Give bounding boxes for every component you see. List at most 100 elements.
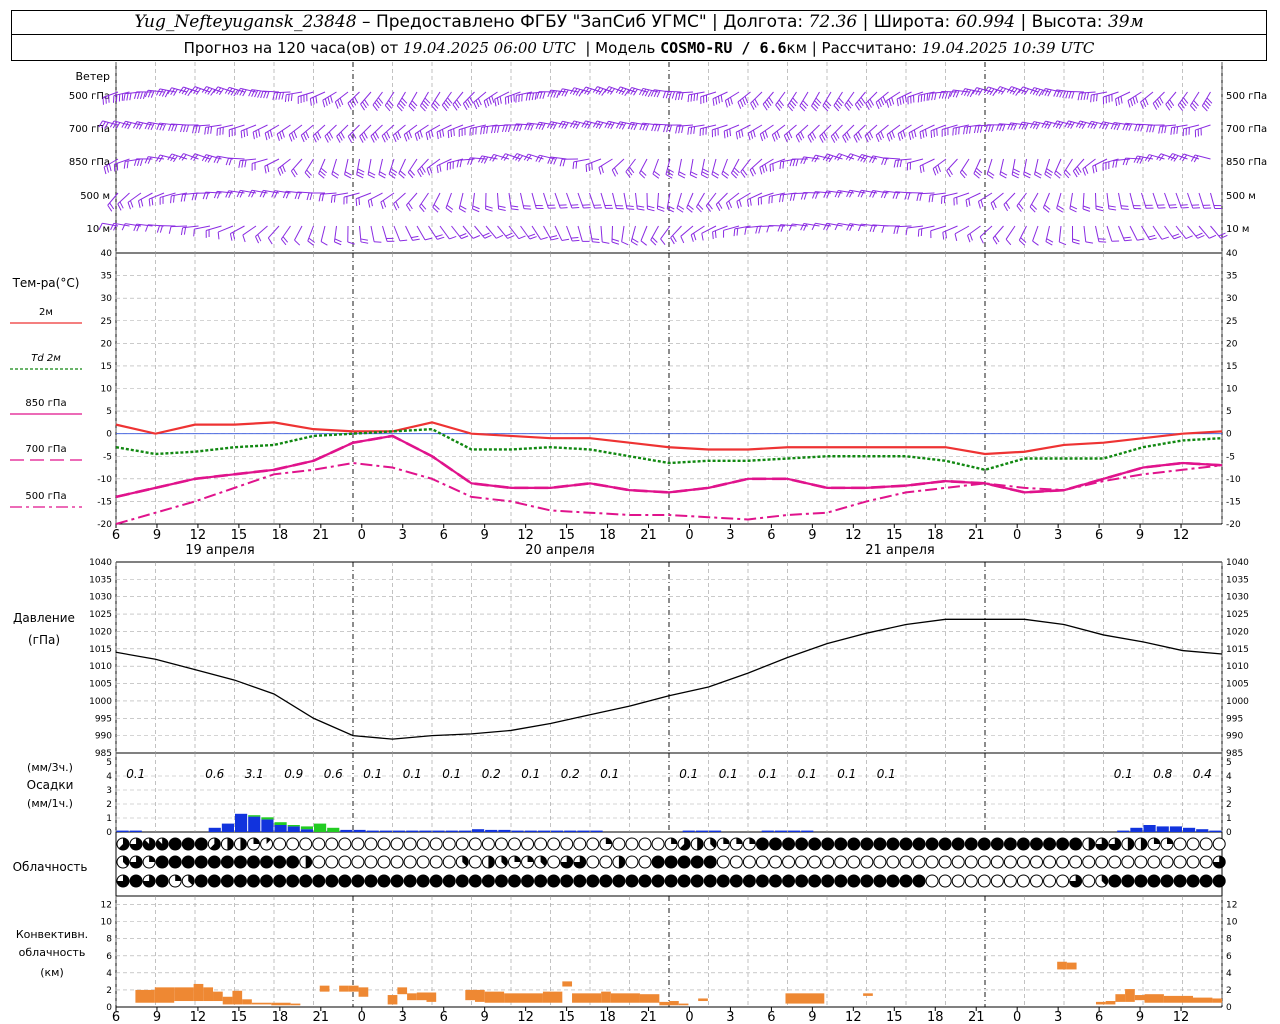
wind-barb-feather bbox=[1159, 154, 1165, 161]
wind-barb-feather bbox=[656, 90, 661, 98]
wind-barb-feather bbox=[869, 155, 874, 163]
hour-label: 12 bbox=[517, 1010, 534, 1024]
wind-barb-feather bbox=[173, 89, 178, 96]
wind-barb-feather bbox=[204, 155, 210, 162]
wind-barb-feather bbox=[459, 159, 463, 168]
wind-barb-feather bbox=[849, 190, 854, 198]
cloud-circle bbox=[416, 855, 430, 869]
wind-barb-feather bbox=[788, 223, 793, 231]
wind-barb-feather bbox=[523, 153, 529, 161]
hour-label: 3 bbox=[726, 1010, 734, 1024]
wind-barb-feather bbox=[145, 224, 149, 232]
wind-barb bbox=[264, 158, 280, 167]
cloud-symbol bbox=[534, 874, 548, 888]
wind-barb-feather bbox=[902, 96, 905, 104]
cloud-circle bbox=[742, 855, 756, 869]
wind-barb-feather bbox=[319, 170, 326, 176]
wind-barb-feather bbox=[115, 122, 121, 129]
wind-barb-feather bbox=[624, 89, 630, 97]
wind-barb-feather bbox=[952, 90, 957, 98]
wind-barb-feather bbox=[775, 104, 781, 111]
wind-barb-feather bbox=[213, 155, 218, 163]
wind-barb-feather bbox=[294, 191, 299, 200]
wind-barb-feather bbox=[633, 123, 638, 131]
precip-bar bbox=[221, 823, 234, 832]
wind-barb bbox=[1029, 192, 1039, 208]
wind-barb-feather bbox=[133, 223, 138, 231]
cloud-circle bbox=[951, 855, 965, 869]
wind-barb-feather bbox=[592, 241, 600, 243]
wind-barb-feather bbox=[420, 105, 426, 112]
cloud-symbol bbox=[1147, 874, 1161, 888]
wind-barb-feather bbox=[837, 154, 843, 161]
wind-barb-feather bbox=[1130, 98, 1134, 107]
wind-barb-feather bbox=[857, 223, 862, 232]
cloud-symbol bbox=[1199, 874, 1213, 888]
cloud-symbol bbox=[508, 874, 521, 888]
wind-barb-feather bbox=[524, 122, 529, 130]
precip-sum-label: 0.1 bbox=[719, 767, 738, 781]
wind-barb-feather bbox=[896, 159, 900, 168]
wind-barb-feather bbox=[454, 101, 460, 109]
wind-barb-feather bbox=[913, 129, 917, 138]
wind-barb bbox=[600, 192, 607, 209]
cloud-fill bbox=[130, 856, 143, 868]
cloud-symbol bbox=[1056, 837, 1070, 851]
wind-barb-feather bbox=[255, 130, 258, 138]
wind-barb-feather bbox=[320, 241, 328, 246]
cloud-symbol bbox=[860, 855, 874, 869]
wind-barb-feather bbox=[631, 238, 639, 243]
wind-barb-feather bbox=[969, 233, 973, 241]
wind-barb-feather bbox=[787, 105, 794, 112]
wind-barb-feather bbox=[401, 97, 408, 104]
wind-barb-feather bbox=[248, 190, 253, 197]
cloud-fill bbox=[873, 875, 886, 887]
wind-barb bbox=[787, 91, 797, 106]
cloud-fill bbox=[188, 875, 195, 886]
cloud-symbol bbox=[690, 874, 704, 888]
temp-ytick: -20 bbox=[97, 520, 112, 530]
wind-barb bbox=[531, 192, 537, 209]
wind-barb-feather bbox=[571, 237, 579, 239]
cloud-symbol bbox=[1056, 874, 1070, 888]
wind-barb-feather bbox=[432, 206, 439, 213]
cloud-symbol bbox=[155, 874, 169, 888]
hour-label: 21 bbox=[640, 1010, 657, 1024]
wind-barb-feather bbox=[318, 173, 325, 179]
precip-bar bbox=[1130, 827, 1143, 832]
cloud-fill bbox=[952, 838, 965, 850]
temp-ytick: 25 bbox=[1226, 317, 1237, 327]
wind-barb-feather bbox=[1115, 98, 1118, 107]
pressure-ytick: 1015 bbox=[89, 645, 112, 655]
precip-bar bbox=[248, 816, 261, 832]
conv-ytick: 4 bbox=[106, 969, 112, 979]
wind-barb bbox=[1106, 225, 1113, 242]
wind-barb-feather bbox=[198, 125, 201, 133]
cloud-fill bbox=[514, 856, 521, 862]
wind-barb-feather bbox=[919, 193, 923, 201]
wind-barb-feather bbox=[180, 194, 184, 202]
hour-label: 12 bbox=[1173, 1010, 1190, 1024]
wind-barb-feather bbox=[559, 159, 563, 167]
cloud-symbol bbox=[377, 855, 391, 869]
wind-barb-feather bbox=[243, 129, 246, 138]
cloud-symbol bbox=[1199, 837, 1213, 851]
conv-cloud-bar bbox=[1193, 997, 1213, 1003]
cloud-circle bbox=[1160, 855, 1174, 869]
conv-cloud-bar bbox=[174, 987, 194, 1002]
wind-barb-feather bbox=[983, 86, 989, 94]
wind-barb-feather bbox=[902, 130, 906, 138]
wind-barb-feather bbox=[282, 191, 287, 199]
cloud-symbol bbox=[299, 837, 313, 851]
wind-barb-feather bbox=[955, 127, 957, 135]
conv-title-line2: облачность bbox=[19, 946, 86, 959]
wind-barb-feather bbox=[449, 235, 457, 240]
wind-barb-feather bbox=[327, 97, 331, 105]
wind-barb bbox=[252, 124, 268, 133]
wind-barb-feather bbox=[320, 167, 327, 174]
precip-bar bbox=[261, 819, 274, 832]
cloud-fill bbox=[1056, 838, 1069, 850]
wind-barb-feather bbox=[778, 99, 784, 107]
wind-barb-feather bbox=[367, 174, 375, 179]
wind-barb-feather bbox=[1113, 122, 1118, 130]
